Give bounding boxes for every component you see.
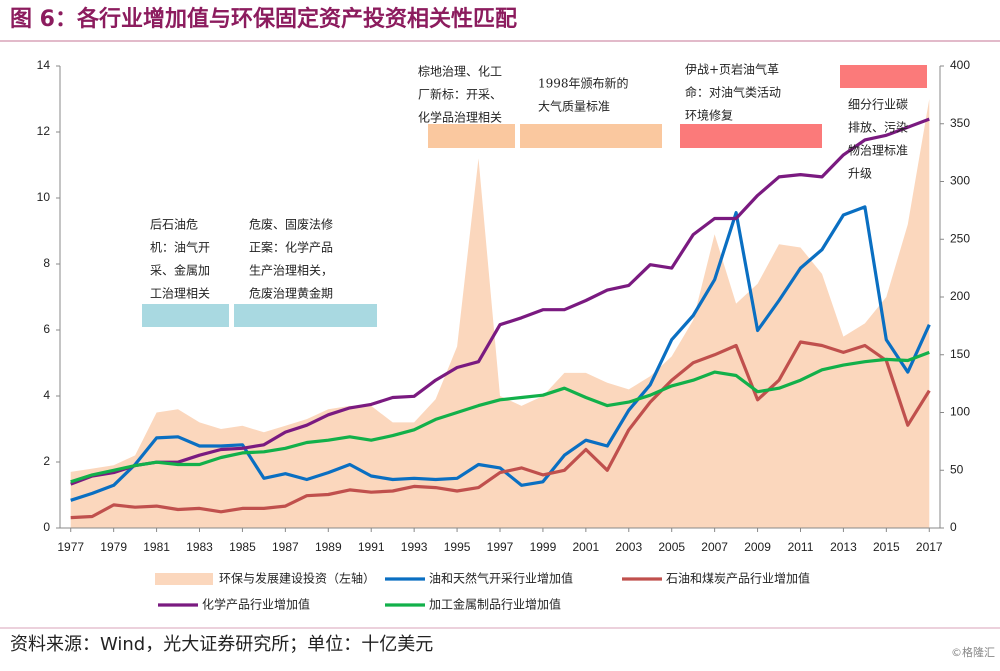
annotation-text: 危废治理黄金期	[249, 286, 333, 301]
y2-tick-label: 400	[950, 58, 970, 72]
x-tick-label: 1989	[315, 540, 342, 554]
x-tick-label: 1995	[444, 540, 471, 554]
y-tick-label: 2	[43, 454, 50, 468]
y-tick-label: 10	[37, 190, 51, 204]
annotation-band	[520, 124, 662, 148]
annotation-band	[234, 304, 377, 327]
x-tick-label: 2007	[701, 540, 728, 554]
y2-tick-label: 250	[950, 231, 970, 245]
y2-tick-label: 50	[950, 462, 964, 476]
legend-label: 环保与发展建设投资（左轴）	[219, 571, 375, 586]
legend-swatch	[155, 573, 213, 585]
annotation-text: 细分行业碳	[848, 98, 908, 112]
annotation-text: 采、金属加	[150, 263, 210, 278]
x-tick-label: 1999	[530, 540, 557, 554]
annotation-text: 大气质量标准	[538, 99, 610, 114]
annotation-band	[142, 304, 229, 327]
x-tick-label: 1983	[186, 540, 213, 554]
annotation-text: 正案：化学产品	[249, 240, 333, 255]
legend-label: 加工金属制品行业增加值	[429, 597, 561, 612]
x-tick-label: 1997	[487, 540, 514, 554]
annotation-text: 环境修复	[685, 108, 733, 123]
y2-tick-label: 100	[950, 405, 970, 419]
annotation-text: 化学品治理相关	[418, 110, 502, 125]
y-tick-label: 8	[43, 256, 50, 270]
y2-tick-label: 300	[950, 174, 970, 188]
y2-tick-label: 150	[950, 347, 970, 361]
annotation-band	[840, 65, 927, 88]
area	[70, 99, 930, 528]
x-tick-label: 1981	[143, 540, 170, 554]
y-tick-label: 14	[37, 58, 51, 72]
x-tick-label: 1993	[401, 540, 428, 554]
annotation-text: 物治理标准	[848, 144, 908, 158]
source: 资料来源：Wind，光大证券研究所；单位：十亿美元	[10, 634, 433, 655]
x-tick-label: 1985	[229, 540, 256, 554]
annotation-band	[680, 124, 822, 148]
annotation-text: 工治理相关	[150, 287, 210, 301]
watermark: ©格隆汇	[951, 645, 995, 659]
annotation-text: 后石油危	[150, 218, 198, 232]
annotation-text: 伊战+页岩油气革	[685, 62, 779, 77]
annotation-text: 升级	[848, 167, 872, 181]
line	[70, 117, 930, 486]
annotation-text: 棕地治理、化工	[418, 64, 502, 79]
y2-tick-label: 350	[950, 116, 970, 130]
y2-tick-label: 0	[950, 520, 957, 534]
legend-label: 油和天然气开采行业增加值	[429, 571, 573, 586]
line	[70, 350, 930, 484]
annotation-text: 机：油气开	[150, 240, 210, 255]
y-tick-label: 6	[43, 322, 50, 336]
y-tick-label: 4	[43, 388, 50, 402]
x-tick-label: 1987	[272, 540, 299, 554]
y-tick-label: 0	[43, 520, 50, 534]
x-tick-label: 2005	[658, 540, 685, 554]
line	[70, 340, 931, 520]
legend-label: 石油和煤炭产品行业增加值	[666, 571, 810, 586]
annotation-text: 生产治理相关，	[249, 264, 333, 278]
annotation-text: 厂新标：开采、	[418, 87, 502, 102]
annotation-text: 危废、固废法修	[249, 217, 333, 232]
x-tick-label: 2011	[788, 540, 814, 554]
y2-tick-label: 200	[950, 289, 970, 303]
x-tick-label: 2013	[830, 540, 857, 554]
line	[70, 205, 931, 502]
x-tick-label: 1979	[100, 540, 127, 554]
x-tick-label: 2015	[873, 540, 900, 554]
x-tick-label: 1991	[358, 540, 385, 554]
x-tick-label: 2009	[744, 540, 771, 554]
x-tick-label: 2001	[573, 540, 600, 554]
annotation-text: 排放、污染	[848, 120, 908, 135]
x-tick-label: 2017	[916, 540, 943, 554]
annotation-text: 命：对油气类活动	[685, 85, 781, 100]
annotation-band	[428, 124, 515, 148]
chart-title: 图 6：各行业增加值与环保固定资产投资相关性匹配	[10, 6, 517, 32]
x-tick-label: 2003	[615, 540, 642, 554]
x-tick-label: 1977	[57, 540, 84, 554]
y-tick-label: 12	[37, 124, 51, 138]
annotation-text: 1998年颁布新的	[538, 76, 629, 91]
legend-label: 化学产品行业增加值	[202, 597, 310, 612]
